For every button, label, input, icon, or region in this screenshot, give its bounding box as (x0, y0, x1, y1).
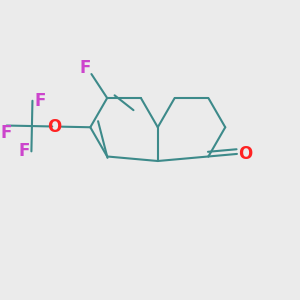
Text: F: F (18, 142, 30, 160)
Text: F: F (1, 124, 12, 142)
Text: F: F (34, 92, 46, 110)
Text: O: O (47, 118, 62, 136)
Text: O: O (238, 145, 252, 163)
Text: F: F (80, 59, 91, 77)
